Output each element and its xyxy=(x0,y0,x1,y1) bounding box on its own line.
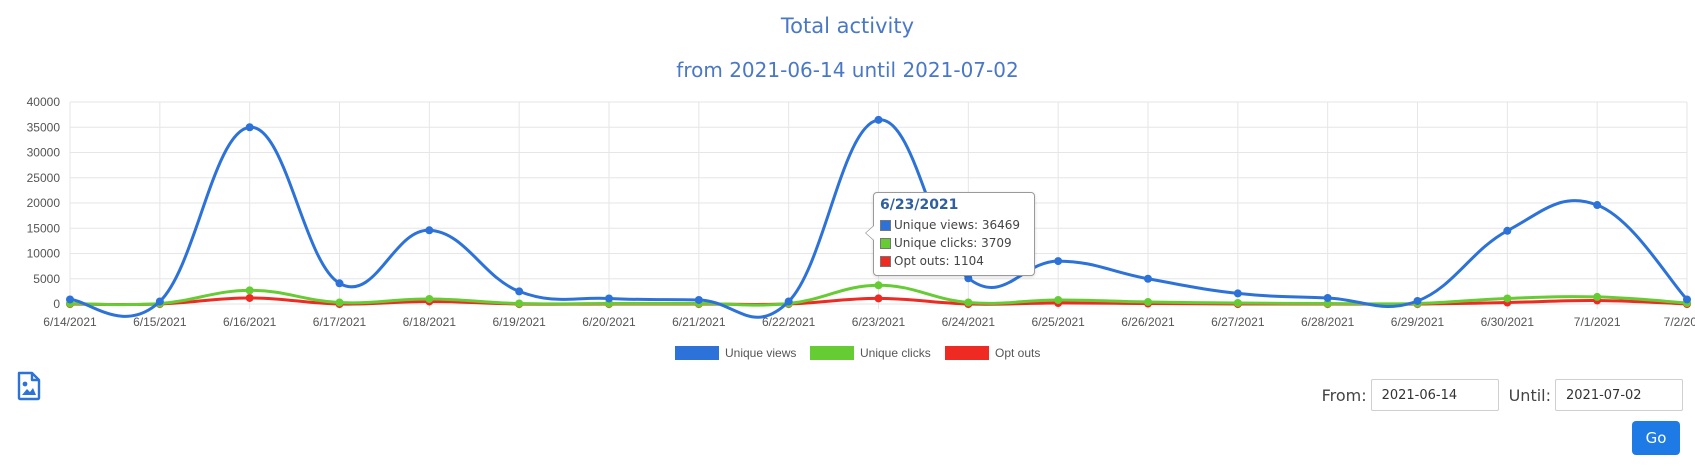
x-tick-label: 6/28/2021 xyxy=(1301,315,1355,329)
legend: Unique views Unique clicks Opt outs xyxy=(675,346,1040,360)
tooltip-row-clicks: Unique clicks: 3709 xyxy=(880,234,1028,252)
x-tick-label: 7/1/2021 xyxy=(1574,315,1621,329)
data-point-unique-views[interactable] xyxy=(425,226,434,235)
tooltip-row-views: Unique views: 36469 xyxy=(880,216,1028,234)
data-point-unique-clicks[interactable] xyxy=(1144,297,1152,306)
legend-label-opt-outs[interactable]: Opt outs xyxy=(995,346,1040,360)
data-point-unique-views[interactable] xyxy=(874,115,883,124)
x-tick-label: 6/19/2021 xyxy=(492,315,546,329)
data-point-unique-views[interactable] xyxy=(1323,293,1332,302)
x-tick-label: 6/18/2021 xyxy=(403,315,457,329)
from-date-input[interactable] xyxy=(1370,379,1499,411)
line-chart: 0 5000 10000 15000 20000 25000 30000 35000 40000… xyxy=(27,95,1695,360)
x-tick-label: 6/14/2021 xyxy=(43,315,97,329)
x-tick-label: 6/21/2021 xyxy=(672,315,726,329)
legend-label-unique-views[interactable]: Unique views xyxy=(725,346,796,360)
x-tick-label: 6/30/2021 xyxy=(1481,315,1535,329)
legend-swatch-unique-views xyxy=(675,346,719,360)
data-point-opt-outs[interactable] xyxy=(874,294,883,303)
x-tick-label: 6/16/2021 xyxy=(223,315,277,329)
data-point-unique-views[interactable] xyxy=(515,287,524,296)
data-point-unique-clicks[interactable] xyxy=(1233,298,1242,307)
image-file-icon[interactable] xyxy=(16,371,42,401)
data-point-opt-outs[interactable] xyxy=(245,293,254,302)
tooltip-text-clicks: Unique clicks: 3709 xyxy=(894,236,1012,250)
date-filter: From: Until: xyxy=(1322,379,1683,411)
legend-swatch-unique-clicks xyxy=(810,346,854,360)
x-tick-label: 6/23/2021 xyxy=(852,315,906,329)
data-point-unique-views[interactable] xyxy=(1413,296,1422,305)
y-tick-label: 0 xyxy=(53,297,60,311)
data-point-unique-clicks[interactable] xyxy=(335,298,344,307)
chart-tooltip: 6/23/2021 Unique views: 36469 Unique cli… xyxy=(865,192,1035,276)
chart-subtitle: from 2021-06-14 until 2021-07-02 xyxy=(676,58,1019,82)
x-tick-label: 6/24/2021 xyxy=(942,315,996,329)
data-point-unique-clicks[interactable] xyxy=(964,298,973,307)
data-point-unique-clicks[interactable] xyxy=(425,294,434,303)
data-point-unique-clicks[interactable] xyxy=(515,299,524,308)
y-tick-label: 5000 xyxy=(33,272,60,286)
data-point-unique-clicks[interactable] xyxy=(1503,294,1512,303)
data-point-unique-clicks[interactable] xyxy=(1323,299,1332,308)
legend-label-unique-clicks[interactable]: Unique clicks xyxy=(860,346,931,360)
series xyxy=(66,115,1691,319)
chart-title: Total activity xyxy=(780,14,915,38)
y-tick-label: 30000 xyxy=(27,146,61,160)
data-point-unique-views[interactable] xyxy=(1054,257,1063,266)
tooltip-text-views: Unique views: 36469 xyxy=(894,218,1021,232)
x-tick-label: 6/20/2021 xyxy=(582,315,636,329)
go-button[interactable]: Go xyxy=(1632,421,1680,455)
y-tick-label: 25000 xyxy=(27,171,61,185)
data-point-unique-views[interactable] xyxy=(1503,226,1512,235)
data-point-unique-views[interactable] xyxy=(1144,274,1152,283)
data-point-unique-views[interactable] xyxy=(1683,295,1691,304)
tooltip-swatch-views xyxy=(880,219,891,231)
data-point-unique-clicks[interactable] xyxy=(1054,295,1063,304)
data-point-unique-views[interactable] xyxy=(964,274,973,283)
x-tick-label: 7/2/2021 xyxy=(1664,315,1695,329)
data-point-unique-views[interactable] xyxy=(784,297,793,306)
legend-swatch-opt-outs xyxy=(945,346,989,360)
tooltip-swatch-clicks xyxy=(880,237,891,249)
data-point-unique-clicks[interactable] xyxy=(1593,292,1602,301)
series-line-unique-views xyxy=(69,118,1689,319)
data-point-unique-views[interactable] xyxy=(66,295,74,304)
tooltip-row-optouts: Opt outs: 1104 xyxy=(880,252,1028,270)
y-tick-label: 15000 xyxy=(27,221,61,235)
data-point-unique-clicks[interactable] xyxy=(874,281,883,290)
y-tick-label: 20000 xyxy=(27,196,61,210)
tooltip-text-optouts: Opt outs: 1104 xyxy=(894,254,984,268)
data-point-unique-views[interactable] xyxy=(605,294,613,303)
until-label: Until: xyxy=(1508,385,1551,405)
x-tick-label: 6/15/2021 xyxy=(133,315,187,329)
data-point-unique-views[interactable] xyxy=(155,297,164,306)
data-point-unique-clicks[interactable] xyxy=(245,286,254,295)
x-tick-label: 6/22/2021 xyxy=(762,315,816,329)
y-tick-label: 35000 xyxy=(27,120,61,134)
x-tick-label: 6/27/2021 xyxy=(1211,315,1265,329)
x-tick-label: 6/17/2021 xyxy=(313,315,367,329)
x-tick-label: 6/29/2021 xyxy=(1391,315,1445,329)
tooltip-title: 6/23/2021 xyxy=(880,197,959,213)
until-date-input[interactable] xyxy=(1555,379,1683,411)
y-tick-label: 10000 xyxy=(27,247,61,261)
data-point-unique-views[interactable] xyxy=(694,295,703,304)
data-point-unique-views[interactable] xyxy=(335,279,344,288)
y-tick-label: 40000 xyxy=(27,95,61,109)
data-point-unique-views[interactable] xyxy=(245,123,254,132)
data-point-unique-views[interactable] xyxy=(1233,289,1242,298)
tooltip-swatch-optouts xyxy=(880,255,891,267)
axes: 0 5000 10000 15000 20000 25000 30000 35000 40000… xyxy=(27,95,1695,329)
from-label: From: xyxy=(1321,385,1367,405)
x-tick-label: 6/26/2021 xyxy=(1121,315,1175,329)
data-point-unique-views[interactable] xyxy=(1593,201,1602,210)
x-tick-label: 6/25/2021 xyxy=(1031,315,1085,329)
